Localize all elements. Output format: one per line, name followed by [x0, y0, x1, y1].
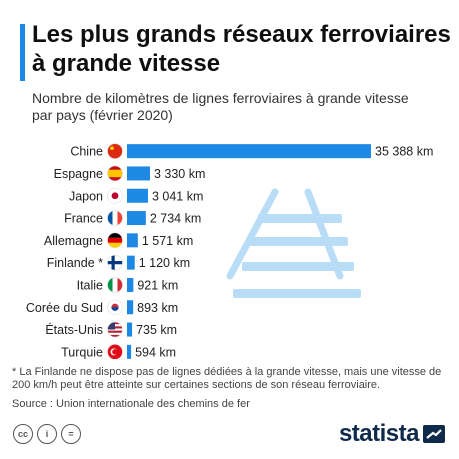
category-label: France	[64, 212, 103, 226]
bar	[127, 322, 133, 337]
brand-name: statista	[338, 420, 420, 447]
bar-row: Corée du Sud 893 km	[26, 299, 178, 316]
bar	[127, 255, 135, 270]
category-label: États-Unis	[45, 322, 103, 337]
bar-row: Japon 3 041 km	[69, 187, 203, 204]
value-label: 594 km	[135, 345, 176, 359]
source-text: Source : Union internationale des chemin…	[12, 398, 250, 410]
japan-flag	[107, 187, 123, 204]
bar	[127, 344, 132, 359]
rail-sleeper	[233, 289, 361, 298]
bar	[127, 233, 138, 248]
italy-flag	[107, 277, 123, 293]
bar	[127, 188, 148, 203]
statista-logo[interactable]: statista	[339, 420, 445, 448]
value-label: 735 km	[136, 323, 177, 337]
statista-logo-icon	[423, 425, 445, 443]
bar-chart: Chine 35 388 km Espagne 3 330 km Japon 3 041 …	[26, 143, 433, 360]
bar-row: Turquie 594 km	[61, 344, 176, 360]
bar-row: Italie 921 km	[77, 277, 178, 293]
license-icons: cc i =	[13, 424, 81, 444]
usa-flag	[107, 321, 123, 338]
value-label: 1 120 km	[139, 256, 190, 270]
rail-sleeper	[250, 237, 348, 246]
attribution-icon[interactable]: i	[37, 424, 57, 444]
bar-row: Chine 35 388 km	[70, 143, 433, 159]
cc-icon[interactable]: cc	[13, 424, 33, 444]
category-label: Finlande *	[47, 256, 103, 270]
category-label: Allemagne	[44, 234, 103, 248]
bar-row: Espagne 3 330 km	[54, 165, 205, 182]
chart-subtitle: Nombre de kilomètres de lignes ferroviai…	[32, 90, 409, 123]
value-label: 3 330 km	[154, 167, 205, 181]
bar	[127, 166, 150, 181]
bar	[127, 300, 134, 315]
railway-track-illustration	[226, 188, 361, 298]
title-accent-bar	[20, 24, 25, 81]
value-label: 35 388 km	[375, 145, 433, 159]
finland-flag	[107, 254, 123, 271]
rail-sleeper	[258, 214, 342, 223]
value-label: 893 km	[137, 301, 178, 315]
value-label: 2 734 km	[150, 212, 201, 226]
bar-row: France 2 734 km	[64, 210, 201, 226]
value-label: 921 km	[137, 278, 178, 292]
value-label: 1 571 km	[142, 234, 193, 248]
bar	[127, 211, 146, 226]
china-flag	[107, 143, 123, 159]
france-flag	[107, 210, 123, 226]
rail-sleeper	[242, 262, 354, 271]
category-label: Corée du Sud	[26, 301, 103, 315]
category-label: Turquie	[61, 345, 103, 359]
bar	[127, 144, 371, 159]
bar	[127, 277, 134, 292]
bar-row: Allemagne 1 571 km	[44, 232, 193, 249]
south-korea-flag	[107, 299, 123, 316]
value-label: 3 041 km	[152, 189, 203, 203]
category-label: Espagne	[54, 167, 103, 181]
bar-row: Finlande * 1 120 km	[47, 254, 190, 271]
footnote: * La Finlande ne dispose pas de lignes d…	[12, 366, 442, 391]
no-derivatives-icon[interactable]: =	[61, 424, 81, 444]
category-label: Japon	[69, 189, 103, 203]
germany-flag	[107, 232, 123, 249]
turkey-flag	[107, 344, 123, 360]
chart-title: Les plus grands réseaux ferroviaires à g…	[32, 21, 451, 77]
category-label: Italie	[77, 278, 103, 292]
rail-line	[226, 188, 279, 280]
bar-row: États-Unis 735 km	[45, 321, 177, 338]
category-label: Chine	[70, 145, 103, 159]
spain-flag	[107, 165, 123, 182]
